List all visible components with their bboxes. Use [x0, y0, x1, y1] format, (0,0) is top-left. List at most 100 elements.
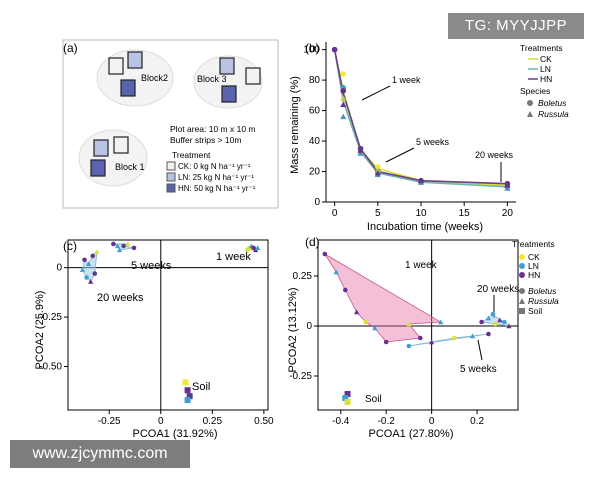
- c-xtick-label: -0.25: [98, 416, 121, 427]
- treatment-title: Treatment: [172, 150, 211, 160]
- buffer-text: Buffer strips > 10m: [170, 135, 241, 145]
- panel-c-label: (c): [63, 239, 77, 253]
- c-point-boletus: [111, 241, 116, 247]
- c-point-russula: [255, 245, 261, 251]
- legend-d-label-ck: CK: [528, 252, 540, 262]
- d-ytick-label: 0.25: [293, 271, 313, 282]
- block3-ellipse: [193, 55, 263, 109]
- legend-marker-russula: [527, 111, 533, 117]
- panel-b-xlabel: Incubation time (weeks): [367, 221, 483, 233]
- legend-text-ck: CK: 0 kg N ha⁻¹ yr⁻¹: [178, 162, 251, 171]
- b-point-boletus: [340, 87, 347, 94]
- panel-c-annot-20weeks: 20 weeks: [97, 292, 144, 304]
- d-hull-5-weeks: [408, 333, 489, 347]
- panel-d-xlabel: PCOA1 (27.80%): [369, 428, 454, 440]
- panel-b-arrow-1week: [361, 85, 391, 101]
- panel-d-annot-20weeks: 20 weeks: [477, 284, 519, 295]
- b-point-russula: [504, 185, 511, 191]
- panel-b-annot-5weeks: 5 weeks: [416, 137, 450, 147]
- panel-b-legend-title: Treatments: [520, 43, 563, 53]
- panel-b-label: (b): [305, 41, 320, 55]
- d-ytick-label: -0.25: [289, 371, 312, 382]
- d-point-boletus: [342, 287, 348, 293]
- d-point-russula: [406, 321, 412, 327]
- plot-area-text: Plot area: 10 m x 10 m: [170, 124, 256, 134]
- d-point-boletus: [486, 331, 491, 337]
- b-ytick-label: 20: [309, 167, 321, 178]
- c-point-soil: [184, 397, 191, 404]
- d-point-russula: [506, 323, 512, 329]
- watermark-top-right: TG: MYYJJPP: [448, 13, 584, 39]
- b-point-russula: [340, 101, 347, 107]
- c-point-boletus: [121, 243, 126, 249]
- b-xtick-label: 0: [332, 208, 338, 219]
- panel-c-annot-1week: 1 week: [216, 251, 251, 263]
- legend-d-label-boletus: Boletus: [528, 286, 557, 296]
- b-series-line-ck: [333, 49, 508, 186]
- b-point-boletus: [331, 46, 338, 53]
- panel-d-arrow-5weeks: [477, 339, 483, 361]
- panel-a-label: (a): [63, 41, 78, 55]
- legend-label-boletus: Boletus: [538, 98, 567, 108]
- c-point-soil: [184, 387, 191, 394]
- legend-label-russula: Russula: [538, 109, 569, 119]
- b-point-russula: [418, 177, 424, 184]
- c-point-soil: [186, 393, 193, 400]
- block2-plot-hn: [120, 79, 136, 97]
- legend-d-marker-soil: [519, 308, 525, 314]
- d-ytick-label: 0: [306, 321, 312, 332]
- legend-d-label-russula: Russula: [528, 296, 559, 306]
- c-point-russula: [125, 241, 131, 247]
- d-point-russula: [438, 319, 444, 325]
- panel-b-annot-20weeks: 20 weeks: [475, 150, 514, 160]
- block1-plot-ck: [113, 136, 129, 154]
- block3-plot-ck: [245, 67, 261, 85]
- c-xtick-label: 0.50: [254, 416, 274, 427]
- block2-label: Block2: [141, 73, 168, 83]
- b-ytick-label: 0: [314, 197, 320, 208]
- c-ytick-label: 0: [56, 263, 62, 274]
- b-point-boletus: [340, 71, 347, 77]
- legend-text-ln: LN: 25 kg N ha⁻¹ yr⁻¹: [178, 173, 254, 182]
- b-point-russula: [340, 95, 347, 101]
- d-point-russula: [497, 317, 503, 323]
- panel-b-legend: Treatments CK LN HN Species Boletus Russ…: [520, 43, 569, 119]
- b-xtick-label: 5: [375, 208, 381, 219]
- c-xtick-label: 0: [158, 416, 164, 427]
- c-point-russula: [86, 261, 92, 266]
- c-point-russula: [94, 249, 100, 255]
- b-point-russula: [357, 150, 364, 156]
- c-ytick-label: -0.25: [39, 312, 62, 323]
- b-ytick-label: 100: [303, 45, 320, 56]
- block1-plot-hn: [90, 159, 106, 177]
- legend-marker-boletus: [527, 100, 533, 106]
- c-point-boletus: [92, 271, 98, 276]
- c-point-boletus: [82, 257, 87, 263]
- b-point-boletus: [375, 164, 381, 170]
- d-xtick-label: -0.4: [332, 416, 350, 427]
- panel-b-arrow-5weeks: [385, 147, 415, 163]
- c-point-boletus: [84, 275, 89, 280]
- legend-d-marker-russula: [519, 298, 525, 304]
- watermark-bottom-left: www.zjcymmc.com: [10, 440, 190, 468]
- d-xtick-label: 0: [429, 416, 435, 427]
- legend-label-ck: CK: [540, 54, 552, 64]
- panel-d-annot-1week: 1 week: [405, 260, 438, 271]
- d-point-soil: [344, 399, 351, 405]
- c-point-boletus: [131, 245, 137, 251]
- d-point-boletus: [322, 251, 328, 257]
- d-point-boletus: [363, 319, 369, 325]
- panel-d-annot-soil: Soil: [365, 394, 382, 405]
- legend-text-hn: HN: 50 kg N ha⁻¹ yr⁻¹: [178, 184, 256, 193]
- b-point-russula: [374, 167, 381, 173]
- b-series-line-hn: [333, 49, 508, 185]
- d-point-boletus: [417, 335, 423, 341]
- d-point-soil: [342, 395, 349, 401]
- d-xtick-label: 0.2: [470, 416, 484, 427]
- legend-d-dot-ck: [519, 254, 525, 260]
- b-xtick-label: 15: [459, 208, 471, 219]
- legend-d-label-hn: HN: [528, 270, 540, 280]
- panel-d-annot-5weeks: 5 weeks: [460, 364, 497, 375]
